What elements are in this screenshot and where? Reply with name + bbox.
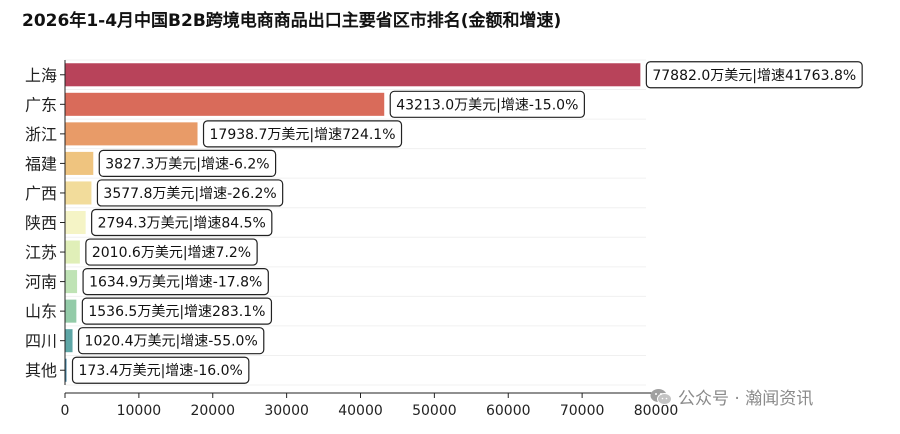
data-label-box xyxy=(71,356,250,384)
grid-lines xyxy=(65,59,646,386)
category-label: 河南 xyxy=(25,273,57,292)
data-label-0: 77882.0万美元|增速41763.8% xyxy=(645,61,863,89)
bar-10 xyxy=(65,358,67,382)
x-tick-label: 70000 xyxy=(560,403,605,419)
x-tick-label: 60000 xyxy=(486,403,531,419)
bar-0 xyxy=(65,63,641,87)
category-label: 广西 xyxy=(25,184,57,203)
data-label-4: 3577.8万美元|增速-26.2% xyxy=(96,179,284,207)
category-label: 陕西 xyxy=(25,214,57,233)
data-label-box xyxy=(389,90,585,118)
data-label-box xyxy=(96,179,284,207)
x-tick-label: 50000 xyxy=(412,403,457,419)
data-label-7: 1634.9万美元|增速-17.8% xyxy=(82,267,269,296)
data-label-5: 2794.3万美元|增速84.5% xyxy=(91,208,273,237)
data-label-text: 3827.3万美元|增速-6.2% xyxy=(105,156,269,172)
bar-3 xyxy=(65,151,94,175)
x-tick-label: 10000 xyxy=(117,403,162,419)
data-label-text: 1536.5万美元|增速283.1% xyxy=(88,304,265,320)
data-label-2: 17938.7万美元|增速724.1% xyxy=(202,120,403,148)
data-label-text: 3577.8万美元|增速-26.2% xyxy=(103,186,276,202)
category-label: 福建 xyxy=(25,154,57,173)
data-label-text: 17938.7万美元|增速724.1% xyxy=(210,127,396,143)
data-label-3: 3827.3万美元|增速-6.2% xyxy=(98,149,277,178)
category-label: 浙江 xyxy=(25,125,57,144)
data-label-text: 1020.4万美元|增速-55.0% xyxy=(85,334,258,350)
data-label-1: 43213.0万美元|增速-15.0% xyxy=(389,90,585,118)
wechat-icon xyxy=(650,388,672,405)
data-label-box xyxy=(85,238,258,266)
x-tick-label: 40000 xyxy=(338,403,383,419)
data-label-text: 173.4万美元|增速-16.0% xyxy=(79,363,243,379)
category-label: 其他 xyxy=(25,361,57,380)
bar-1 xyxy=(65,92,385,116)
data-label-text: 1634.9万美元|增速-17.8% xyxy=(89,275,262,291)
data-label-9: 1020.4万美元|增速-55.0% xyxy=(77,327,265,355)
x-tick-label: 30000 xyxy=(264,403,309,419)
chart-title: 2026年1-4月中国B2B跨境电商商品出口主要省区市排名(金额和增速) xyxy=(22,11,562,31)
bar-5 xyxy=(65,210,86,235)
data-label-8: 1536.5万美元|增速283.1% xyxy=(81,297,273,325)
category-label: 江苏 xyxy=(25,243,57,262)
data-label-text: 2794.3万美元|增速84.5% xyxy=(98,216,266,232)
data-label-box xyxy=(202,120,403,148)
bars xyxy=(65,63,641,382)
bar-2 xyxy=(65,122,198,146)
bar-4 xyxy=(65,181,92,205)
data-label-box xyxy=(82,267,269,296)
category-label: 广东 xyxy=(25,95,57,114)
x-tick-label: 80000 xyxy=(634,403,679,419)
category-label: 山东 xyxy=(25,302,57,321)
category-label: 上海 xyxy=(25,66,57,85)
data-labels: 77882.0万美元|增速41763.8% 43213.0万美元|增速-15.0%… xyxy=(71,61,863,384)
axes: 0 10000 20000 30000 40000 50000 60000 70000 8000… xyxy=(25,60,678,419)
x-tick-label: 20000 xyxy=(190,403,235,419)
data-label-text: 43213.0万美元|增速-15.0% xyxy=(396,97,578,113)
x-tick-label: 0 xyxy=(61,403,70,419)
data-label-box xyxy=(77,327,265,355)
data-label-text: 2010.6万美元|增速7.2% xyxy=(92,245,251,261)
data-label-text: 77882.0万美元|增速41763.8% xyxy=(652,68,856,84)
data-label-6: 2010.6万美元|增速7.2% xyxy=(85,238,258,266)
bar-8 xyxy=(65,299,77,323)
watermark: 公众号 · 瀚闻资讯 xyxy=(650,384,813,409)
bar-9 xyxy=(65,329,73,353)
data-label-box xyxy=(98,149,277,178)
data-label-box xyxy=(81,297,273,325)
bar-6 xyxy=(65,240,80,264)
data-label-box xyxy=(645,61,863,89)
bar-7 xyxy=(65,270,78,294)
watermark-text: 公众号 · 瀚闻资讯 xyxy=(678,389,814,409)
data-label-box xyxy=(91,208,273,237)
category-label: 四川 xyxy=(25,332,57,351)
data-label-10: 173.4万美元|增速-16.0% xyxy=(71,356,250,384)
